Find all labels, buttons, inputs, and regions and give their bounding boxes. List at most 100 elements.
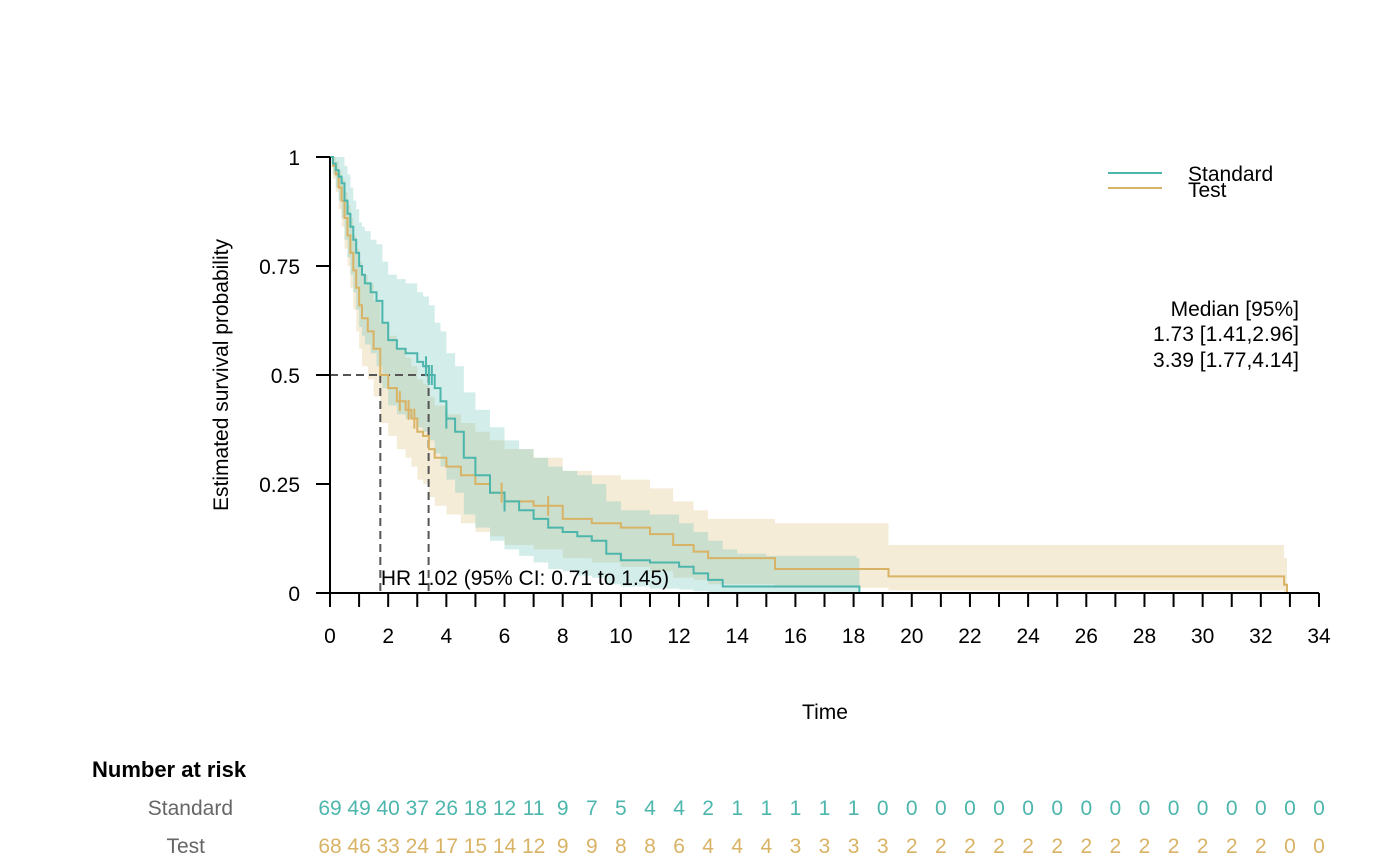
risk-count-test: 2 <box>1226 835 1238 858</box>
y-tick-label: 0 <box>288 583 300 606</box>
km-curve-standard <box>330 156 861 593</box>
median-standard: 3.39 [1.77,4.14] <box>1153 349 1299 372</box>
risk-counts: 69 49 40 37 26 18 12 11 9 7 5 4 4 2 1 1 1 1 1 0 0 0 0 0 0 0 0 0 0 0 0 0… <box>318 797 1325 858</box>
risk-count-test: 46 <box>347 835 370 858</box>
risk-count-test: 14 <box>493 835 517 858</box>
risk-count-test: 3 <box>819 835 831 858</box>
risk-count-standard: 1 <box>790 797 802 820</box>
risk-table-title: Number at risk <box>92 757 247 782</box>
risk-count-standard: 37 <box>406 797 429 820</box>
risk-count-standard: 0 <box>964 797 976 820</box>
risk-count-standard: 0 <box>1051 797 1063 820</box>
risk-count-standard: 1 <box>819 797 831 820</box>
risk-count-test: 2 <box>964 835 976 858</box>
x-tick-label: 32 <box>1249 625 1272 648</box>
risk-count-test: 33 <box>376 835 399 858</box>
risk-count-test: 9 <box>586 835 598 858</box>
risk-count-test: 2 <box>906 835 918 858</box>
risk-count-standard: 0 <box>1255 797 1267 820</box>
risk-count-standard: 1 <box>731 797 743 820</box>
x-tick-label: 10 <box>609 625 632 648</box>
risk-count-test: 2 <box>1168 835 1180 858</box>
ci-band-standard <box>330 157 860 593</box>
risk-count-standard: 1 <box>848 797 860 820</box>
risk-row-label-standard: Standard <box>148 797 233 820</box>
risk-count-test: 2 <box>935 835 947 858</box>
risk-count-test: 2 <box>1051 835 1063 858</box>
ci-band-test <box>330 157 1287 593</box>
legend-label-test: Test <box>1188 179 1227 202</box>
risk-count-test: 17 <box>435 835 458 858</box>
risk-count-standard: 69 <box>318 797 341 820</box>
risk-count-standard: 26 <box>435 797 458 820</box>
legend-label-standard: Standard <box>1188 163 1273 186</box>
risk-count-standard: 0 <box>906 797 918 820</box>
risk-count-standard: 11 <box>523 797 545 820</box>
risk-count-standard: 0 <box>993 797 1005 820</box>
risk-count-test: 2 <box>1139 835 1151 858</box>
risk-count-standard: 4 <box>673 797 685 820</box>
x-tick-label: 4 <box>441 625 453 648</box>
risk-row-label-test: Test <box>166 835 205 858</box>
risk-count-test: 2 <box>1197 835 1209 858</box>
x-tick-label: 22 <box>958 625 981 648</box>
x-tick-label: 0 <box>324 625 336 648</box>
risk-count-standard: 0 <box>1226 797 1238 820</box>
risk-count-test: 24 <box>406 835 430 858</box>
y-ticks: 0 0.25 0.5 0.75 1 <box>259 147 330 606</box>
x-tick-label: 14 <box>726 625 750 648</box>
x-axis-label: Time <box>802 701 848 724</box>
x-tick-label: 12 <box>667 625 690 648</box>
x-tick-label: 24 <box>1016 625 1040 648</box>
risk-count-test: 2 <box>1080 835 1092 858</box>
y-tick-label: 0.5 <box>271 365 300 388</box>
risk-count-test: 4 <box>731 835 743 858</box>
y-tick-label: 0.75 <box>259 256 300 279</box>
risk-count-standard: 2 <box>702 797 714 820</box>
risk-count-test: 2 <box>993 835 1005 858</box>
x-tick-label: 2 <box>382 625 394 648</box>
risk-count-test: 9 <box>557 835 569 858</box>
risk-count-standard: 0 <box>1197 797 1209 820</box>
risk-count-standard: 5 <box>615 797 627 820</box>
x-tick-label: 6 <box>499 625 511 648</box>
risk-count-standard: 0 <box>1080 797 1092 820</box>
risk-count-test: 3 <box>877 835 889 858</box>
risk-count-test: 4 <box>760 835 772 858</box>
x-tick-label: 26 <box>1075 625 1098 648</box>
confidence-bands <box>330 157 1287 593</box>
risk-count-test: 2 <box>1255 835 1267 858</box>
x-tick-label: 18 <box>842 625 865 648</box>
risk-count-standard: 0 <box>1110 797 1122 820</box>
risk-count-standard: 40 <box>376 797 399 820</box>
risk-count-test: 0 <box>1313 835 1325 858</box>
risk-table: Number at risk Standard Test 69 49 40 37 26 1… <box>92 757 1325 858</box>
risk-count-test: 3 <box>848 835 860 858</box>
risk-count-test: 2 <box>1022 835 1034 858</box>
risk-count-standard: 0 <box>1284 797 1296 820</box>
x-tick-label: 16 <box>784 625 807 648</box>
risk-count-test: 12 <box>522 835 545 858</box>
risk-count-test: 0 <box>1284 835 1296 858</box>
risk-count-standard: 7 <box>586 797 598 820</box>
risk-count-test: 6 <box>673 835 685 858</box>
y-tick-label: 1 <box>288 147 300 170</box>
km-curve-test <box>330 156 1288 593</box>
survival-curves <box>330 156 1288 593</box>
risk-count-test: 68 <box>318 835 341 858</box>
median-header: Median [95%] <box>1171 298 1299 321</box>
median-test: 1.73 [1.41,2.96] <box>1153 323 1299 346</box>
risk-count-test: 3 <box>790 835 802 858</box>
y-tick-label: 0.25 <box>259 474 300 497</box>
risk-count-test: 8 <box>615 835 627 858</box>
risk-count-standard: 9 <box>557 797 569 820</box>
risk-count-test: 15 <box>464 835 487 858</box>
risk-count-test: 4 <box>702 835 714 858</box>
x-tick-label: 28 <box>1133 625 1156 648</box>
x-tick-label: 8 <box>557 625 569 648</box>
x-tick-label: 30 <box>1191 625 1214 648</box>
censor-marks <box>398 356 550 516</box>
risk-count-standard: 0 <box>1139 797 1151 820</box>
risk-count-standard: 0 <box>1168 797 1180 820</box>
